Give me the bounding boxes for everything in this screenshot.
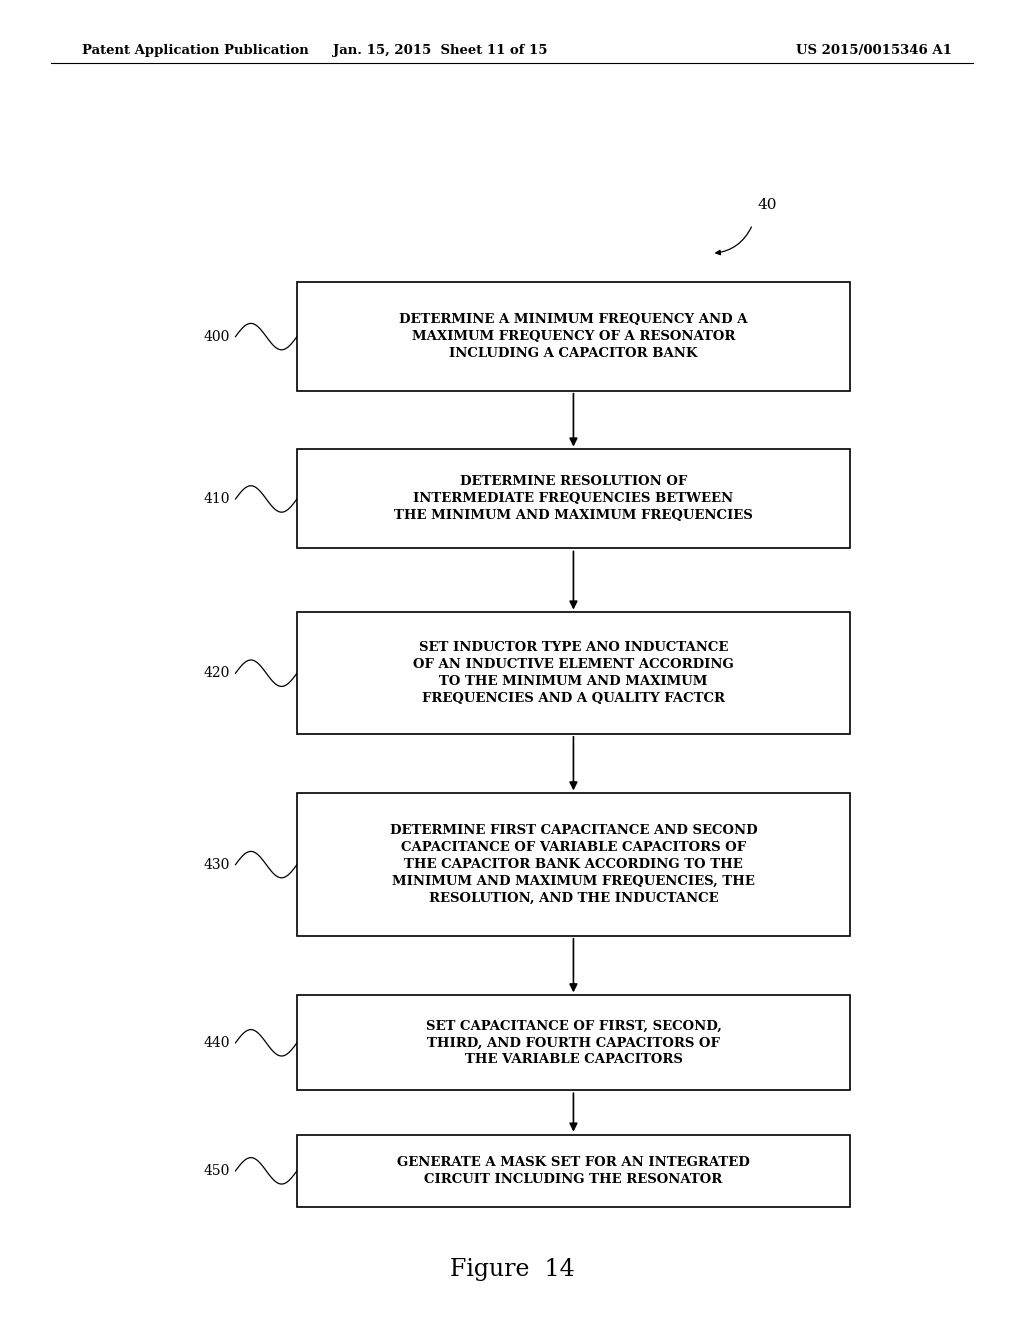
FancyBboxPatch shape [297, 995, 850, 1090]
Text: Patent Application Publication: Patent Application Publication [82, 44, 308, 57]
Text: 430: 430 [204, 858, 230, 871]
Text: DETERMINE A MINIMUM FREQUENCY AND A
MAXIMUM FREQUENCY OF A RESONATOR
INCLUDING A: DETERMINE A MINIMUM FREQUENCY AND A MAXI… [399, 313, 748, 360]
Text: SET INDUCTOR TYPE ANO INDUCTANCE
OF AN INDUCTIVE ELEMENT ACCORDING
TO THE MINIMU: SET INDUCTOR TYPE ANO INDUCTANCE OF AN I… [413, 642, 734, 705]
FancyBboxPatch shape [297, 1134, 850, 1206]
FancyBboxPatch shape [297, 282, 850, 391]
Text: DETERMINE RESOLUTION OF
INTERMEDIATE FREQUENCIES BETWEEN
THE MINIMUM AND MAXIMUM: DETERMINE RESOLUTION OF INTERMEDIATE FRE… [394, 475, 753, 523]
Text: 440: 440 [204, 1036, 230, 1049]
Text: 40: 40 [758, 198, 777, 211]
Text: GENERATE A MASK SET FOR AN INTEGRATED
CIRCUIT INCLUDING THE RESONATOR: GENERATE A MASK SET FOR AN INTEGRATED CI… [397, 1156, 750, 1185]
Text: DETERMINE FIRST CAPACITANCE AND SECOND
CAPACITANCE OF VARIABLE CAPACITORS OF
THE: DETERMINE FIRST CAPACITANCE AND SECOND C… [389, 824, 758, 906]
Text: 450: 450 [204, 1164, 230, 1177]
Text: US 2015/0015346 A1: US 2015/0015346 A1 [797, 44, 952, 57]
Text: Jan. 15, 2015  Sheet 11 of 15: Jan. 15, 2015 Sheet 11 of 15 [333, 44, 548, 57]
FancyBboxPatch shape [297, 449, 850, 549]
Text: 410: 410 [204, 492, 230, 506]
Text: Figure  14: Figure 14 [450, 1258, 574, 1282]
Text: 400: 400 [204, 330, 230, 343]
FancyBboxPatch shape [297, 612, 850, 734]
FancyBboxPatch shape [297, 793, 850, 936]
Text: SET CAPACITANCE OF FIRST, SECOND,
THIRD, AND FOURTH CAPACITORS OF
THE VARIABLE C: SET CAPACITANCE OF FIRST, SECOND, THIRD,… [426, 1019, 721, 1067]
Text: 420: 420 [204, 667, 230, 680]
